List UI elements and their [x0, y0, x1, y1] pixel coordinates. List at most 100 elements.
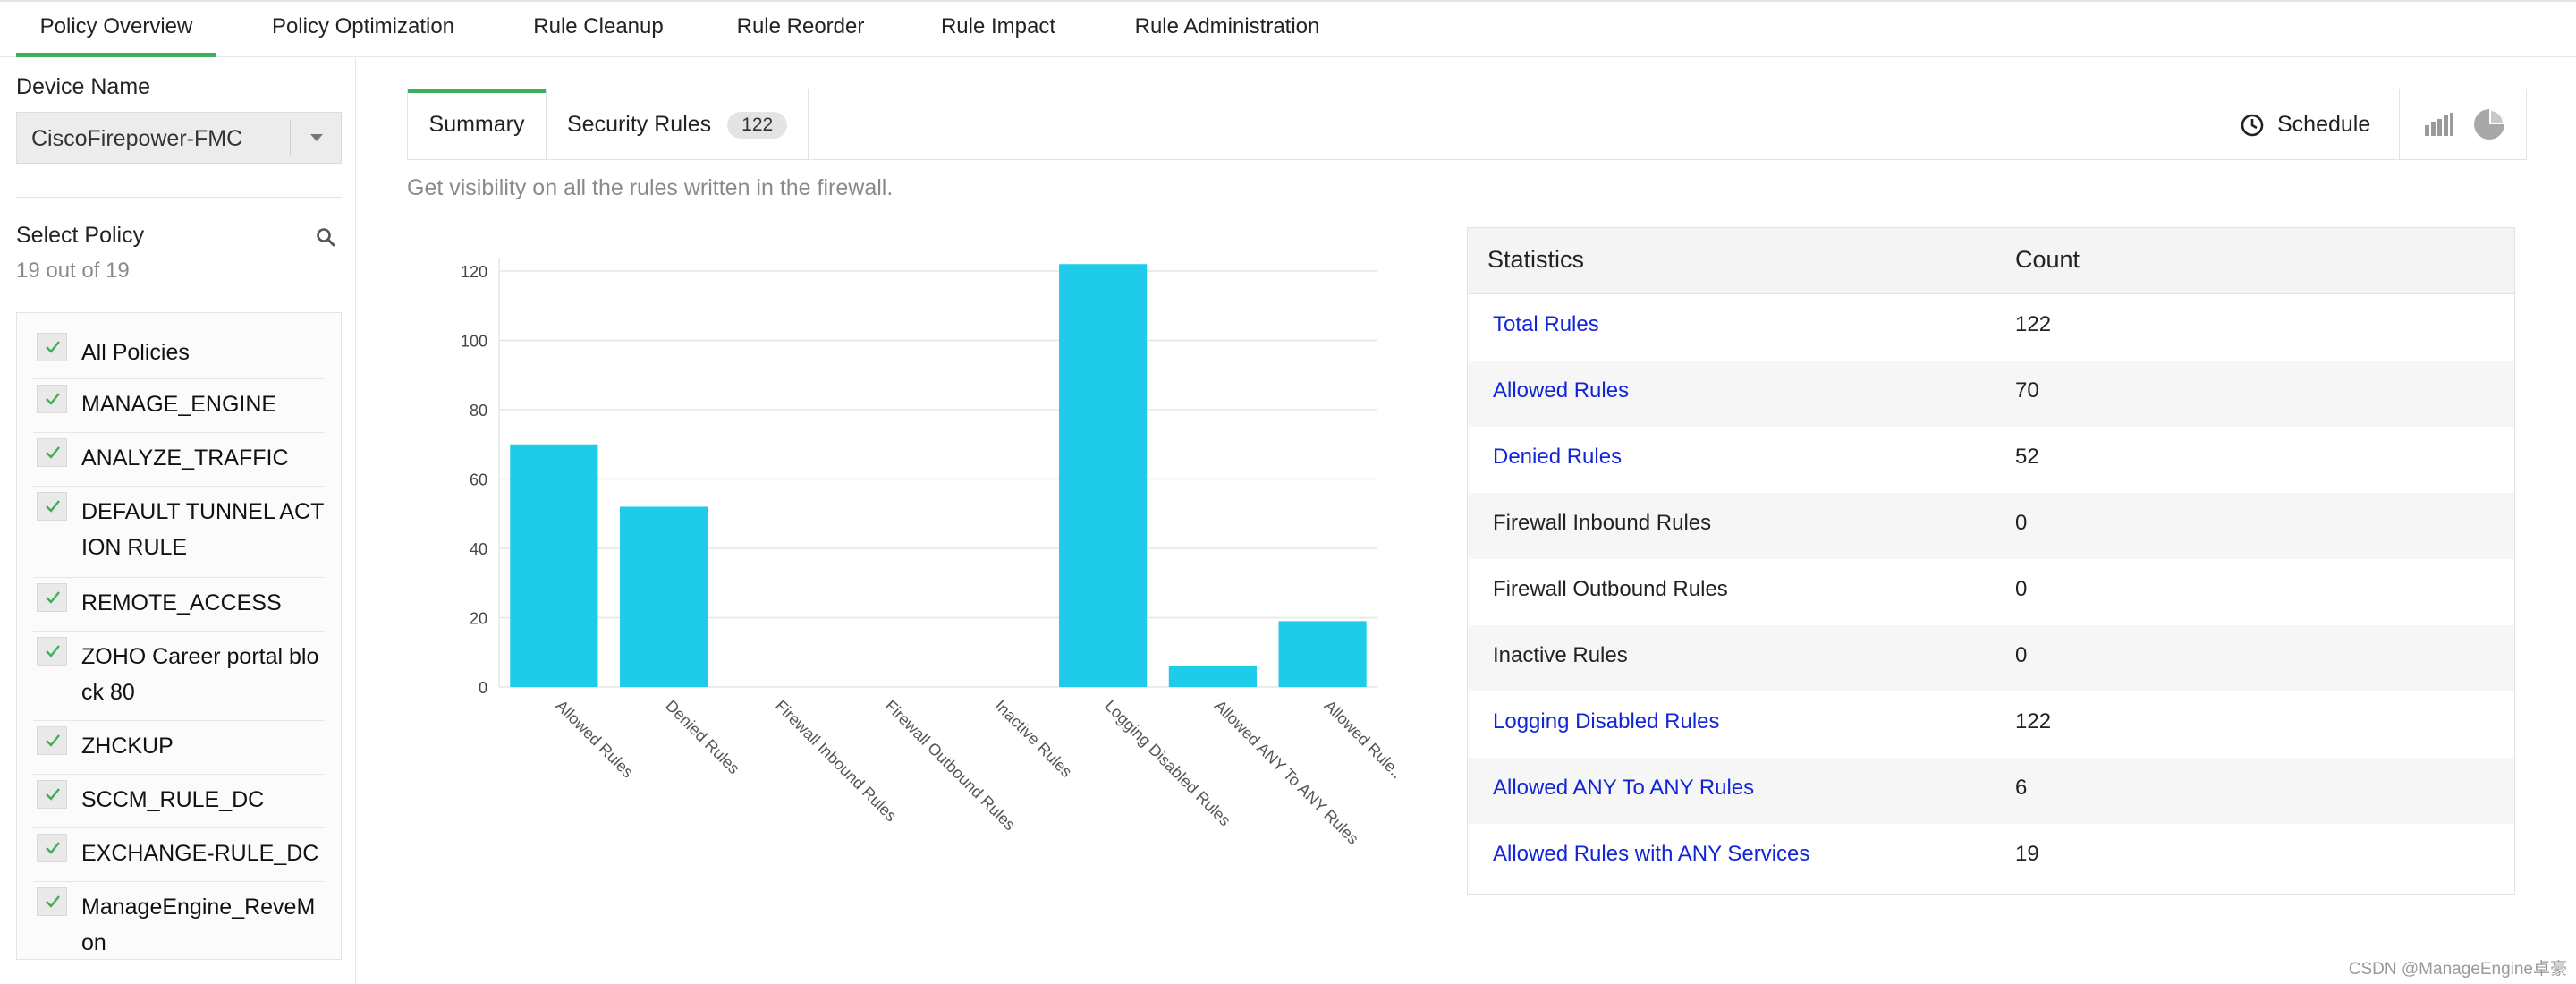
- statistics-link[interactable]: Allowed Rules: [1493, 378, 1630, 403]
- tab-rule-cleanup[interactable]: Rule Cleanup: [533, 14, 664, 38]
- chart-bar[interactable]: [1168, 666, 1257, 687]
- statistics-count: 0: [2015, 511, 2028, 535]
- statistics-row: Allowed ANY To ANY Rules 6: [1468, 758, 2514, 824]
- statistics-count: 52: [2015, 445, 2039, 469]
- policy-checkbox[interactable]: [37, 887, 67, 916]
- policy-label: ANALYZE_TRAFFIC: [81, 445, 289, 471]
- policy-item-remote-access[interactable]: REMOTE_ACCESS: [33, 580, 325, 632]
- policy-label: SCCM_RULE_DC: [81, 787, 265, 812]
- tab-divider: [546, 89, 547, 159]
- schedule-button[interactable]: Schedule: [2240, 89, 2370, 159]
- y-tick-label: 0: [479, 679, 487, 697]
- policy-item-exchange-rule-dc[interactable]: EXCHANGE-RULE_DC: [33, 830, 325, 882]
- top-navigation: Policy Overview Policy Optimization Rule…: [0, 0, 2576, 57]
- check-icon: [46, 895, 60, 908]
- statistics-count: 122: [2015, 709, 2052, 734]
- check-icon: [46, 734, 60, 747]
- policy-checkbox[interactable]: [37, 780, 67, 809]
- tab-policy-optimization[interactable]: Policy Optimization: [271, 14, 455, 38]
- policy-label: DEFAULT TUNNEL ACTION RULE: [81, 499, 325, 560]
- policy-label: EXCHANGE-RULE_DC: [81, 841, 319, 866]
- x-tick-label: Firewall Outbound Rules: [882, 697, 1020, 835]
- statistics-label: Firewall Inbound Rules: [1493, 511, 1712, 535]
- chart-y-axis: 0 20 40 60 80 100 120: [461, 263, 487, 697]
- tab-security-rules[interactable]: Security Rules 122: [567, 89, 835, 159]
- policy-item-all-policies[interactable]: All Policies: [33, 329, 325, 379]
- statistics-row: Denied Rules 52: [1468, 427, 2514, 493]
- chart-x-axis: Allowed Rules Denied Rules Firewall Inboun…: [552, 697, 1404, 848]
- policy-checkbox[interactable]: [37, 438, 67, 467]
- policy-checkbox[interactable]: [37, 583, 67, 612]
- statistics-row: Inactive Rules 0: [1468, 625, 2514, 691]
- statistics-link[interactable]: Total Rules: [1493, 312, 1599, 336]
- chart-bar[interactable]: [510, 444, 598, 687]
- statistics-row: Firewall Inbound Rules 0: [1468, 493, 2514, 559]
- tab-rule-reorder[interactable]: Rule Reorder: [736, 14, 865, 38]
- bar-chart-icon[interactable]: [2424, 111, 2454, 138]
- policy-item-manageengine-revemon[interactable]: ManageEngine_ReveMon: [33, 884, 325, 959]
- policy-label: ZHCKUP: [81, 734, 174, 759]
- pie-chart-icon[interactable]: [2472, 107, 2506, 141]
- tab-divider: [808, 89, 809, 159]
- summary-tabs-bar: Summary Security Rules 122 Schedule: [407, 89, 2527, 160]
- device-name-label: Device Name: [16, 74, 151, 99]
- statistics-label: Firewall Outbound Rules: [1493, 577, 1728, 601]
- tab-rule-administration[interactable]: Rule Administration: [1134, 14, 1320, 38]
- chevron-down-icon[interactable]: [310, 134, 323, 141]
- policy-item-analyze-traffic[interactable]: ANALYZE_TRAFFIC: [33, 435, 325, 487]
- statistics-link[interactable]: Denied Rules: [1493, 445, 1623, 469]
- policy-item-zoho-career[interactable]: ZOHO Career portal block 80: [33, 633, 325, 721]
- x-tick-label: Allowed Rule..: [1321, 697, 1404, 783]
- chart-bar[interactable]: [1059, 264, 1148, 687]
- statistics-row: Firewall Outbound Rules 0: [1468, 559, 2514, 625]
- y-tick-label: 20: [470, 610, 487, 628]
- policy-checkbox[interactable]: [37, 834, 67, 862]
- device-select-value: CiscoFirepower-FMC: [31, 126, 243, 151]
- policy-checkbox[interactable]: [37, 385, 67, 413]
- chart-bar[interactable]: [620, 506, 708, 688]
- statistics-row: Allowed Rules 70: [1468, 361, 2514, 427]
- tab-rule-impact[interactable]: Rule Impact: [940, 14, 1056, 38]
- policy-label: ManageEngine_ReveMon: [81, 895, 316, 955]
- policy-checkbox[interactable]: [37, 637, 67, 666]
- policy-item-zhckup[interactable]: ZHCKUP: [33, 723, 325, 775]
- statistics-row: Total Rules 122: [1468, 294, 2514, 361]
- statistics-table: Statistics Count Total Rules 122 Allowed R…: [1467, 227, 2515, 895]
- x-tick-label: Logging Disabled Rules: [1101, 697, 1234, 830]
- watermark: CSDN @ManageEngine卓豪: [2348, 960, 2567, 979]
- policy-checkbox[interactable]: [37, 333, 67, 361]
- device-select[interactable]: CiscoFirepower-FMC: [16, 112, 342, 164]
- check-icon: [46, 842, 60, 854]
- y-tick-label: 100: [461, 333, 487, 351]
- sidebar-divider: [16, 197, 342, 198]
- tab-summary[interactable]: Summary: [408, 89, 546, 159]
- check-icon: [46, 788, 60, 801]
- statistics-table-header: Statistics Count: [1468, 228, 2514, 294]
- statistics-row: Logging Disabled Rules 122: [1468, 691, 2514, 758]
- statistics-link[interactable]: Allowed ANY To ANY Rules: [1493, 776, 1755, 800]
- policy-checkbox[interactable]: [37, 492, 67, 521]
- check-icon: [46, 500, 60, 513]
- check-icon: [46, 446, 60, 459]
- security-rules-count-badge: 122: [727, 112, 788, 140]
- statistics-count: 6: [2015, 776, 2028, 800]
- policy-item-default-tunnel[interactable]: DEFAULT TUNNEL ACTION RULE: [33, 488, 325, 578]
- chart-bars: [510, 264, 1367, 688]
- header-statistics: Statistics: [1487, 246, 1585, 273]
- sidebar: Device Name CiscoFirepower-FMC Select Po…: [0, 58, 356, 984]
- toolbar-divider: [2399, 89, 2400, 159]
- policy-label: MANAGE_ENGINE: [81, 392, 277, 417]
- tab-policy-overview[interactable]: Policy Overview: [16, 2, 216, 57]
- statistics-link[interactable]: Logging Disabled Rules: [1493, 709, 1720, 734]
- policy-checkbox[interactable]: [37, 726, 67, 755]
- chart-bar[interactable]: [1278, 621, 1367, 687]
- policy-item-manage-engine[interactable]: MANAGE_ENGINE: [33, 381, 325, 433]
- policy-label: All Policies: [81, 340, 190, 365]
- check-icon: [46, 393, 60, 405]
- statistics-count: 0: [2015, 577, 2028, 601]
- search-icon[interactable]: [315, 226, 336, 248]
- policy-item-sccm-rule-dc[interactable]: SCCM_RULE_DC: [33, 776, 325, 828]
- policy-label: REMOTE_ACCESS: [81, 590, 282, 615]
- clock-icon: [2241, 115, 2264, 137]
- statistics-link[interactable]: Allowed Rules with ANY Services: [1493, 842, 1810, 866]
